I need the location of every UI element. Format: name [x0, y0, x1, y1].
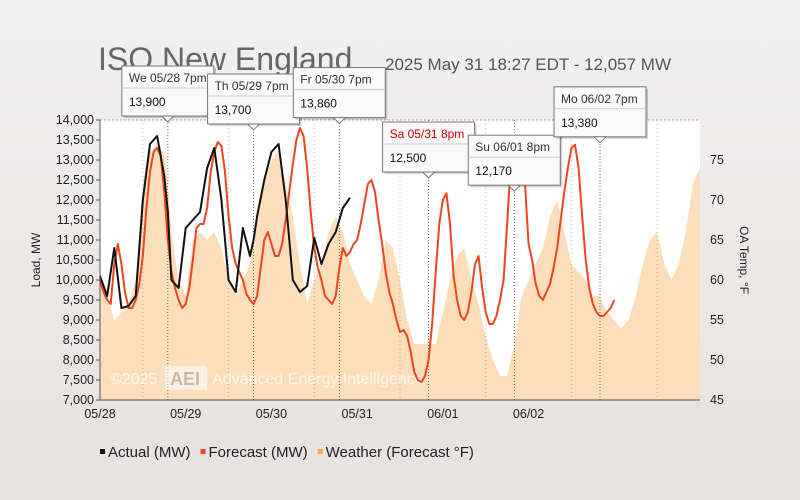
y-tick-label: 14,000 — [56, 113, 94, 127]
peak-callout: We 05/28 7pm 13,900 — [121, 65, 216, 123]
x-axis-ticks: 05/28 05/29 05/30 05/31 06/01 06/02 — [84, 407, 544, 421]
watermark-year: ©2025 — [110, 371, 157, 388]
left-axis-ticks: 7,000 7,500 8,000 8,500 9,000 9,500 10,000 10,5… — [56, 113, 100, 407]
callout-pointer — [246, 123, 261, 131]
forecast-line — [99, 127, 616, 383]
weather-layer — [100, 144, 700, 400]
y2-tick-label: 45 — [710, 393, 724, 407]
right-axis-ticks: 45 50 55 60 65 70 75 — [710, 153, 724, 407]
legend-label: Weather (Forecast °F) — [326, 444, 474, 461]
callout-date: Su 06/01 8pm — [475, 140, 550, 154]
callout-box — [292, 67, 386, 119]
legend-swatch — [317, 449, 323, 454]
peak-callout: Th 05/29 7pm 13,700 — [207, 73, 302, 131]
x-tick-label: 06/02 — [513, 407, 544, 421]
x-tick-label: 06/01 — [427, 407, 458, 421]
peak-callout: Su 06/01 8pm 12,170 — [467, 134, 563, 192]
y-tick-label: 8,000 — [63, 353, 94, 367]
right-axis-label: OA Temp, °F — [737, 226, 751, 294]
x-tick-label: 05/28 — [84, 407, 115, 421]
y-tick-label: 12,000 — [56, 193, 94, 207]
callout-pointer — [507, 184, 522, 192]
callout-value: 13,900 — [129, 95, 166, 109]
actual-layer — [99, 135, 351, 309]
watermark: ©2025 AEI Advanced Energy Intelligence — [110, 366, 424, 390]
callout-box — [553, 86, 647, 138]
y-tick-label: 9,000 — [63, 313, 94, 327]
watermark-logo-box — [165, 366, 207, 390]
callout-pointer — [421, 171, 436, 179]
callout-date: Mo 06/02 7pm — [561, 92, 638, 106]
y-tick-label: 10,000 — [56, 273, 94, 287]
y-tick-label: 12,500 — [56, 173, 94, 187]
callout-box — [121, 65, 215, 117]
x-tick-label: 05/30 — [256, 407, 287, 421]
callout-pointer — [592, 136, 608, 144]
peak-callouts: We 05/28 7pm 13,900 Th 05/29 7pm 13,700 Fr 0… — [121, 65, 648, 192]
y-tick-label: 11,500 — [57, 213, 94, 227]
callout-value: 13,700 — [215, 103, 252, 117]
watermark-logo: AEI — [170, 369, 200, 389]
callout-box — [207, 73, 301, 125]
x-tick-label: 05/29 — [170, 407, 201, 421]
y-tick-label: 13,500 — [56, 133, 94, 147]
callout-box — [467, 134, 561, 186]
y2-tick-label: 60 — [710, 273, 724, 287]
y2-tick-label: 75 — [710, 153, 724, 167]
callout-pointer — [332, 117, 347, 125]
callout-date: Th 05/29 7pm — [215, 79, 289, 93]
left-axis-label: Load, MW — [29, 232, 43, 287]
peak-callout: Fr 05/30 7pm 13,860 — [292, 67, 388, 125]
x-tick-label: 05/31 — [342, 407, 373, 421]
y-tick-label: 8,500 — [63, 333, 94, 347]
chart-subtitle: 2025 May 31 18:27 EDT - 12,057 MW — [385, 55, 671, 74]
y-tick-label: 7,000 — [63, 393, 94, 407]
weather-area — [100, 144, 700, 400]
callout-value: 13,380 — [561, 116, 598, 130]
callout-value: 12,170 — [475, 164, 512, 178]
y-tick-label: 13,000 — [56, 153, 94, 167]
y2-tick-label: 55 — [710, 313, 724, 327]
y-tick-label: 7,500 — [63, 373, 94, 387]
forecast-layer — [99, 127, 616, 383]
callout-value: 12,500 — [390, 151, 427, 165]
peak-callout: Sa 05/31 8pm 12,500 — [382, 121, 477, 179]
y-tick-label: 10,500 — [56, 253, 94, 267]
legend: Actual (MW) Forecast (MW) Weather (Forecas… — [100, 444, 474, 461]
callout-date: We 05/28 7pm — [129, 71, 207, 85]
actual-line — [99, 135, 351, 309]
legend-label: Forecast (MW) — [209, 444, 308, 461]
callout-value: 13,860 — [300, 97, 337, 111]
y2-tick-label: 65 — [710, 233, 724, 247]
callout-date: Sa 05/31 8pm — [390, 127, 465, 141]
legend-swatch — [200, 449, 206, 454]
legend-label: Actual (MW) — [108, 444, 191, 461]
callout-date: Fr 05/30 7pm — [300, 73, 371, 87]
peak-callout: Mo 06/02 7pm 13,380 — [553, 86, 648, 144]
y-tick-label: 11,000 — [57, 233, 94, 247]
y2-tick-label: 70 — [710, 193, 724, 207]
y-tick-label: 9,500 — [63, 293, 94, 307]
watermark-name: Advanced Energy Intelligence — [212, 371, 424, 388]
y2-tick-label: 50 — [710, 353, 724, 367]
legend-swatch — [100, 449, 105, 454]
callout-box — [382, 121, 476, 173]
callout-pointer — [160, 115, 176, 123]
